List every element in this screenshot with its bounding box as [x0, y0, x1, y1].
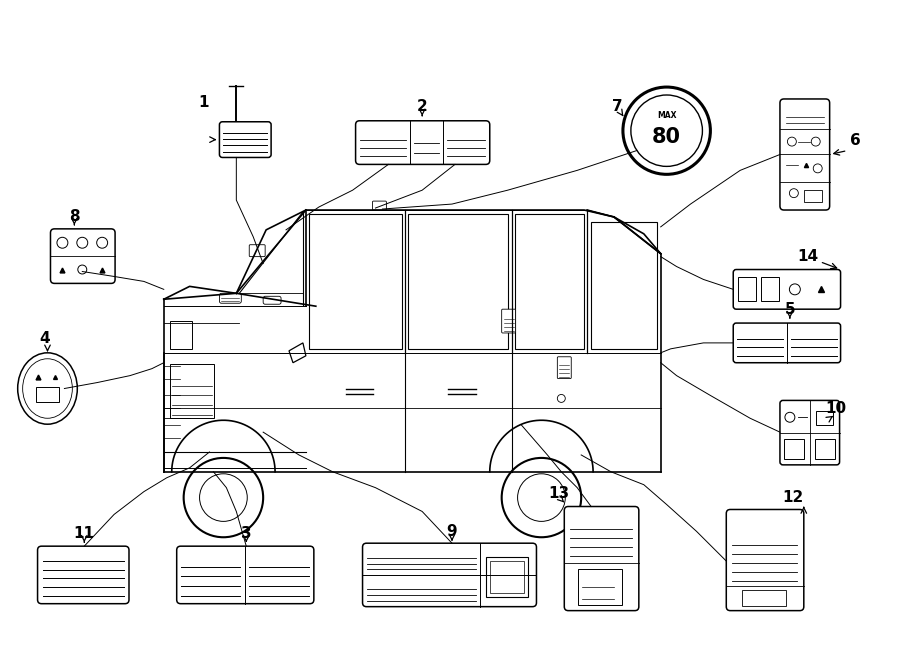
Text: 5: 5 — [785, 301, 796, 317]
Bar — [578, 569, 622, 605]
FancyBboxPatch shape — [263, 296, 281, 304]
FancyBboxPatch shape — [557, 357, 572, 379]
Bar — [784, 439, 804, 459]
Bar — [814, 439, 834, 459]
Bar — [815, 411, 832, 425]
Bar — [170, 321, 192, 349]
Text: 1: 1 — [198, 95, 209, 110]
FancyBboxPatch shape — [780, 99, 830, 210]
Bar — [36, 387, 59, 403]
FancyBboxPatch shape — [734, 323, 841, 363]
Text: 6: 6 — [850, 133, 861, 148]
Bar — [761, 278, 779, 301]
FancyBboxPatch shape — [734, 270, 841, 309]
Bar — [738, 278, 756, 301]
Text: 80: 80 — [652, 127, 681, 147]
FancyBboxPatch shape — [249, 245, 266, 256]
FancyBboxPatch shape — [356, 121, 490, 165]
FancyBboxPatch shape — [501, 309, 516, 333]
FancyBboxPatch shape — [363, 543, 536, 607]
Text: 14: 14 — [797, 249, 818, 264]
Text: MAX: MAX — [657, 111, 677, 120]
Text: 11: 11 — [74, 525, 94, 541]
Text: 7: 7 — [612, 99, 622, 114]
Text: 4: 4 — [40, 331, 50, 346]
FancyBboxPatch shape — [176, 546, 314, 603]
FancyBboxPatch shape — [780, 401, 840, 465]
FancyBboxPatch shape — [564, 506, 639, 611]
FancyBboxPatch shape — [220, 122, 271, 157]
Bar — [486, 557, 527, 597]
FancyBboxPatch shape — [220, 293, 241, 303]
Text: 3: 3 — [241, 525, 252, 541]
Text: 12: 12 — [782, 490, 804, 505]
Text: 13: 13 — [549, 486, 570, 501]
FancyBboxPatch shape — [50, 229, 115, 284]
Bar — [170, 364, 214, 418]
Text: 8: 8 — [69, 210, 79, 225]
FancyBboxPatch shape — [373, 201, 386, 210]
Bar — [490, 561, 524, 593]
Text: 2: 2 — [417, 99, 428, 114]
Text: 10: 10 — [825, 401, 846, 416]
Bar — [804, 190, 822, 202]
FancyBboxPatch shape — [38, 546, 129, 603]
Text: 9: 9 — [446, 524, 457, 539]
Bar — [742, 590, 786, 605]
FancyBboxPatch shape — [726, 510, 804, 611]
